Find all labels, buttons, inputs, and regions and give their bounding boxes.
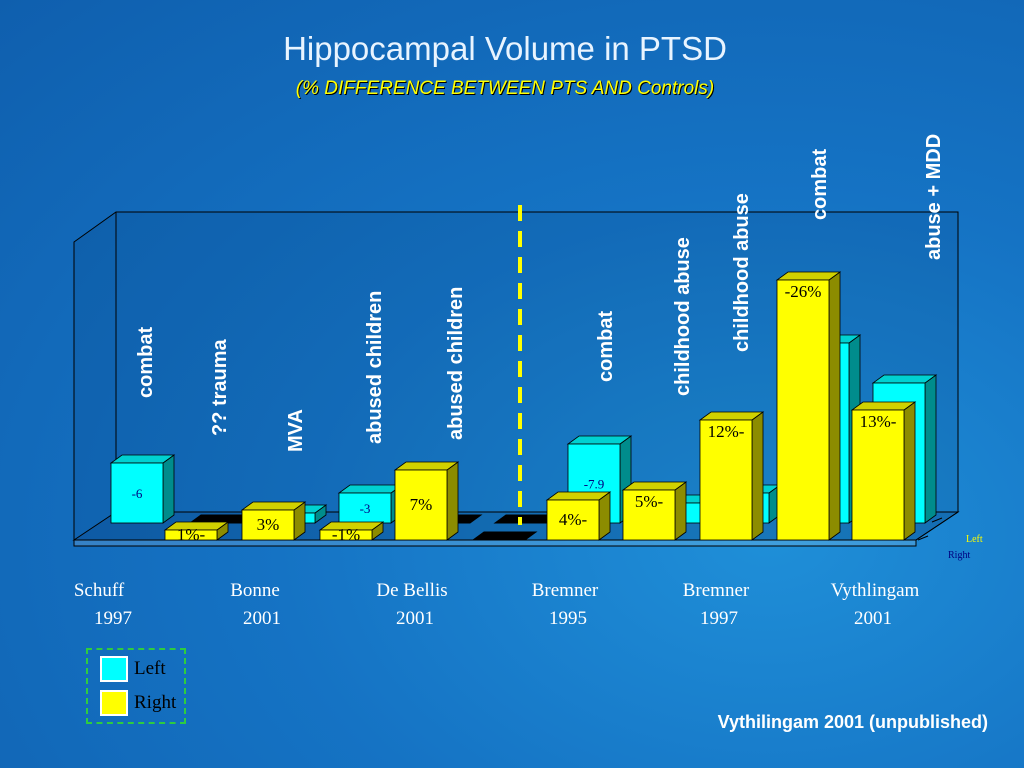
bar-right-0-label: 1%- [177, 525, 206, 544]
x-tick-author-3: Bremner [532, 580, 599, 601]
bar-right-9: 13%- [850, 401, 917, 541]
bar-right-9-label: 13%- [860, 412, 897, 431]
bar-right-5-front [546, 499, 600, 541]
bar-right-0: 1%- [163, 521, 230, 544]
bar-right-6-top [621, 481, 688, 491]
bar-right-1-label: 3% [257, 515, 280, 534]
bar-right-3: 7% [393, 461, 460, 541]
bar-category-label-6: childhood abuse [672, 237, 694, 396]
bar-right-8-top [775, 271, 842, 281]
depth-label-left: Left [966, 534, 983, 545]
bar-category-label-1: ?? trauma [209, 338, 231, 436]
bar-category-label-5: combat [595, 311, 617, 382]
bar-right-9-front [851, 409, 905, 541]
bar-right-1-top [240, 501, 307, 511]
bar-right-7-label: 12%- [708, 422, 745, 441]
bar-right-6-label: 5%- [635, 492, 664, 511]
bar-right-2-label: -1% [332, 525, 360, 544]
x-tick-year-3: 1995 [549, 608, 587, 629]
bar-right-7-top [698, 411, 765, 421]
legend: Left Right [86, 648, 186, 724]
bar-right-3-top [393, 461, 460, 471]
bar-left-0-top [109, 454, 176, 464]
bar-right-4-flat [471, 531, 538, 541]
bar-right-9-top [850, 401, 917, 411]
bar-right-5: 4%- [545, 491, 612, 541]
bar-right-5-top [545, 491, 612, 501]
x-tick-year-1: 2001 [243, 608, 281, 629]
bar-right-3-label: 7% [410, 495, 433, 514]
bar-category-label-7: childhood abuse [731, 193, 753, 352]
bar-right-9-side [903, 401, 916, 541]
bar-left-3-front [338, 492, 392, 524]
x-tick-year-4: 1997 [700, 608, 738, 629]
depth-tick-left [931, 517, 943, 523]
bar-right-1-front [241, 509, 295, 541]
bar-right-8-side [828, 271, 841, 541]
slide-subtitle: (% DIFFERENCE BETWEEN PTS AND Controls) [295, 78, 715, 99]
legend-entry-left: Left [100, 656, 166, 682]
bar-right-8-front [776, 279, 830, 541]
x-tick-year-2: 2001 [396, 608, 434, 629]
bar-right-7-side [751, 411, 764, 541]
bar-left-6-label: -7.9 [584, 477, 605, 492]
bar-category-label-0: combat [135, 327, 157, 398]
legend-swatch-right [100, 690, 128, 716]
bar-right-0-front [164, 529, 218, 541]
bar-right-1: 3% [240, 501, 307, 541]
bar-right-3-front [394, 469, 448, 541]
bar-left-0-label: -6 [132, 486, 143, 501]
bar-right-2-front [319, 529, 373, 541]
x-tick-year-5: 2001 [854, 608, 892, 629]
x-tick-year-0: 1997 [94, 608, 132, 629]
bar-right-8-label: -26% [785, 282, 822, 301]
slide-title: Hippocampal Volume in PTSD [283, 30, 727, 67]
legend-label-left: Left [134, 658, 166, 679]
legend-swatch-left [100, 656, 128, 682]
bar-left-3: -3 [337, 484, 404, 524]
bar-category-label-2: MVA [285, 409, 307, 452]
bar-right-4 [471, 531, 538, 541]
credit-text: Vythilingam 2001 (unpublished) [717, 712, 988, 732]
bar-category-label-3: abused children [364, 291, 386, 444]
bar-right-3-side [446, 461, 459, 541]
x-tick-author-0: Schuff [74, 580, 125, 601]
bar-right-6-side [674, 481, 687, 541]
legend-label-right: Right [134, 692, 177, 713]
x-tick-author-4: Bremner [683, 580, 750, 601]
x-tick-author-5: Vythlingam [831, 580, 920, 601]
bar-left-10-top [871, 374, 938, 384]
depth-tick-right [917, 535, 929, 541]
bar-left-3-label: -3 [360, 501, 371, 516]
depth-label-right: Right [948, 550, 970, 561]
bar-right-2: -1% [318, 521, 385, 544]
bar-left-0-side [162, 454, 175, 524]
bar-left-6-top [566, 435, 633, 445]
bar-left-3-top [337, 484, 404, 494]
bar-category-label-8: combat [809, 149, 831, 220]
bar-right-7: 12%- [698, 411, 765, 541]
legend-entry-right: Right [100, 690, 176, 716]
bar-right-8: -26% [775, 271, 842, 541]
bar-right-5-label: 4%- [559, 510, 588, 529]
bar-left-0-front [110, 462, 164, 524]
x-tick-author-2: De Bellis [376, 580, 447, 601]
bar-left-10-side [924, 374, 937, 524]
bar-right-7-front [699, 419, 753, 541]
bar-category-label-9: abuse + MDD [923, 134, 945, 260]
x-tick-author-1: Bonne [230, 580, 280, 601]
bar-right-6: 5%- [621, 481, 688, 541]
bar-right-6-front [622, 489, 676, 541]
bar-left-0: -6 [109, 454, 176, 524]
bar-category-label-4: abused children [445, 287, 467, 440]
